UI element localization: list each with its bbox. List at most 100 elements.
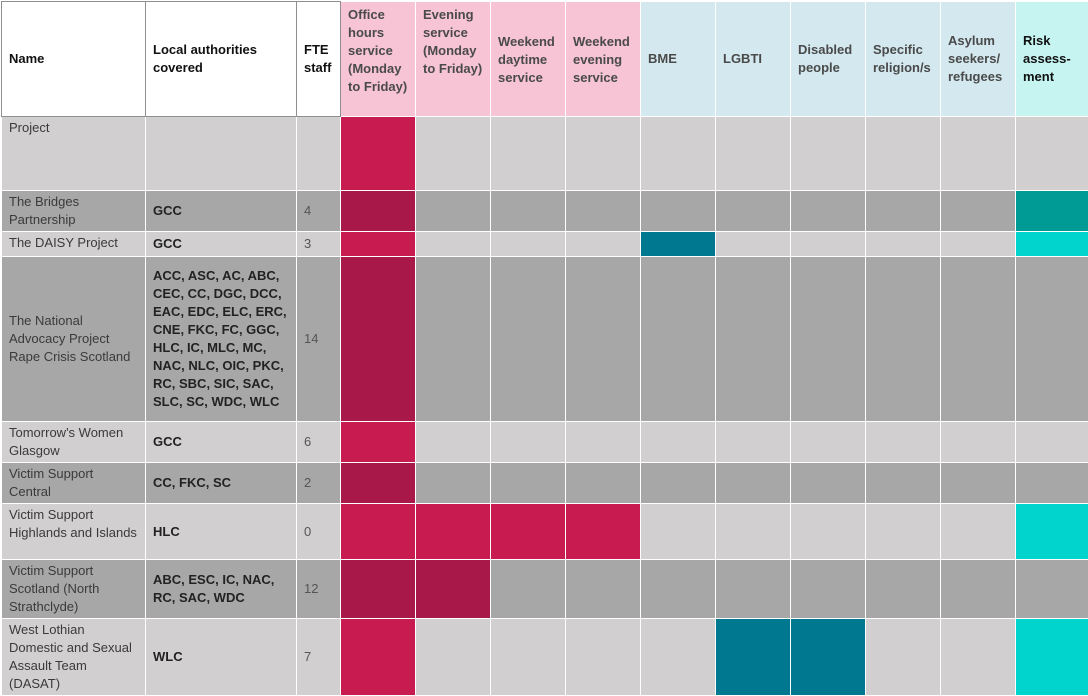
col-header-disabled-people: Disabled people xyxy=(791,2,866,117)
row-local-authorities: GCC xyxy=(146,422,297,463)
row-fte xyxy=(297,117,341,191)
col-header-bme: BME xyxy=(641,2,716,117)
cell-weekend-evening xyxy=(566,619,641,696)
cell-asylum xyxy=(941,191,1016,232)
cell-lgbti xyxy=(716,232,791,257)
row-local-authorities: HLC xyxy=(146,504,297,560)
cell-office-hours-marked xyxy=(341,504,416,560)
cell-religion xyxy=(866,560,941,619)
cell-risk xyxy=(1016,257,1088,422)
cell-evening-marked xyxy=(416,560,491,619)
cell-bme xyxy=(641,504,716,560)
col-header-lgbti: LGBTI xyxy=(716,2,791,117)
cell-disabled xyxy=(791,257,866,422)
cell-lgbti xyxy=(716,463,791,504)
table-row: The Bridges Partnership GCC 4 xyxy=(2,191,1088,232)
col-header-risk-assessment: Risk assess-ment xyxy=(1016,2,1088,117)
row-name: Project xyxy=(2,117,146,191)
cell-evening xyxy=(416,257,491,422)
row-local-authorities: GCC xyxy=(146,191,297,232)
cell-risk-marked xyxy=(1016,232,1088,257)
cell-disabled-marked xyxy=(791,619,866,696)
cell-office-hours-marked xyxy=(341,257,416,422)
cell-evening xyxy=(416,422,491,463)
cell-weekend-evening xyxy=(566,232,641,257)
cell-weekend-evening xyxy=(566,117,641,191)
cell-evening xyxy=(416,191,491,232)
table-row: Victim Support Scotland (North Strathcly… xyxy=(2,560,1088,619)
cell-asylum xyxy=(941,463,1016,504)
cell-office-hours-marked xyxy=(341,463,416,504)
cell-risk-marked xyxy=(1016,504,1088,560)
cell-office-hours-marked xyxy=(341,117,416,191)
cell-bme xyxy=(641,463,716,504)
cell-weekend-evening xyxy=(566,422,641,463)
cell-religion xyxy=(866,504,941,560)
row-fte: 6 xyxy=(297,422,341,463)
cell-risk xyxy=(1016,463,1088,504)
row-fte: 0 xyxy=(297,504,341,560)
table-row: Tomorrow's Women Glasgow GCC 6 xyxy=(2,422,1088,463)
cell-office-hours-marked xyxy=(341,191,416,232)
cell-asylum xyxy=(941,504,1016,560)
row-fte: 2 xyxy=(297,463,341,504)
row-name: Victim Support Highlands and Islands xyxy=(2,504,146,560)
cell-religion xyxy=(866,191,941,232)
row-local-authorities: GCC xyxy=(146,232,297,257)
row-name: The DAISY Project xyxy=(2,232,146,257)
cell-lgbti xyxy=(716,560,791,619)
cell-religion xyxy=(866,117,941,191)
cell-asylum xyxy=(941,560,1016,619)
cell-weekend-daytime xyxy=(491,560,566,619)
col-header-weekend-evening: Weekend evening service xyxy=(566,2,641,117)
row-name: West Lothian Domestic and Sexual Assault… xyxy=(2,619,146,696)
col-header-specific-religion: Specific religion/s xyxy=(866,2,941,117)
cell-weekend-evening xyxy=(566,463,641,504)
cell-asylum xyxy=(941,619,1016,696)
row-local-authorities: ACC, ASC, AC, ABC, CEC, CC, DGC, DCC, EA… xyxy=(146,257,297,422)
cell-lgbti xyxy=(716,191,791,232)
row-local-authorities: WLC xyxy=(146,619,297,696)
row-name: The Bridges Partnership xyxy=(2,191,146,232)
col-header-fte-staff: FTE staff xyxy=(297,2,341,117)
cell-office-hours-marked xyxy=(341,422,416,463)
row-fte: 12 xyxy=(297,560,341,619)
cell-weekend-daytime xyxy=(491,463,566,504)
cell-disabled xyxy=(791,117,866,191)
cell-disabled xyxy=(791,504,866,560)
cell-lgbti-marked xyxy=(716,619,791,696)
cell-disabled xyxy=(791,422,866,463)
cell-office-hours-marked xyxy=(341,560,416,619)
cell-asylum xyxy=(941,257,1016,422)
cell-weekend-daytime xyxy=(491,191,566,232)
col-header-name: Name xyxy=(2,2,146,117)
cell-weekend-evening xyxy=(566,257,641,422)
table-row: Project xyxy=(2,117,1088,191)
cell-bme xyxy=(641,422,716,463)
row-name: Victim Support Scotland (North Strathcly… xyxy=(2,560,146,619)
cell-risk xyxy=(1016,560,1088,619)
cell-weekend-evening xyxy=(566,560,641,619)
table-row: The National Advocacy Project Rape Crisi… xyxy=(2,257,1088,422)
row-name: The National Advocacy Project Rape Crisi… xyxy=(2,257,146,422)
cell-religion xyxy=(866,422,941,463)
row-local-authorities: CC, FKC, SC xyxy=(146,463,297,504)
col-header-asylum-seekers: Asylum seekers/ refugees xyxy=(941,2,1016,117)
row-fte: 3 xyxy=(297,232,341,257)
row-name: Tomorrow's Women Glasgow xyxy=(2,422,146,463)
cell-disabled xyxy=(791,463,866,504)
cell-bme xyxy=(641,560,716,619)
cell-office-hours-marked xyxy=(341,619,416,696)
table-row: The DAISY Project GCC 3 xyxy=(2,232,1088,257)
row-fte: 14 xyxy=(297,257,341,422)
cell-weekend-daytime xyxy=(491,619,566,696)
cell-religion xyxy=(866,232,941,257)
cell-weekend-daytime-marked xyxy=(491,504,566,560)
row-name: Victim Support Central xyxy=(2,463,146,504)
cell-lgbti xyxy=(716,257,791,422)
cell-asylum xyxy=(941,422,1016,463)
cell-weekend-evening xyxy=(566,191,641,232)
cell-weekend-daytime xyxy=(491,257,566,422)
cell-risk-marked xyxy=(1016,191,1088,232)
